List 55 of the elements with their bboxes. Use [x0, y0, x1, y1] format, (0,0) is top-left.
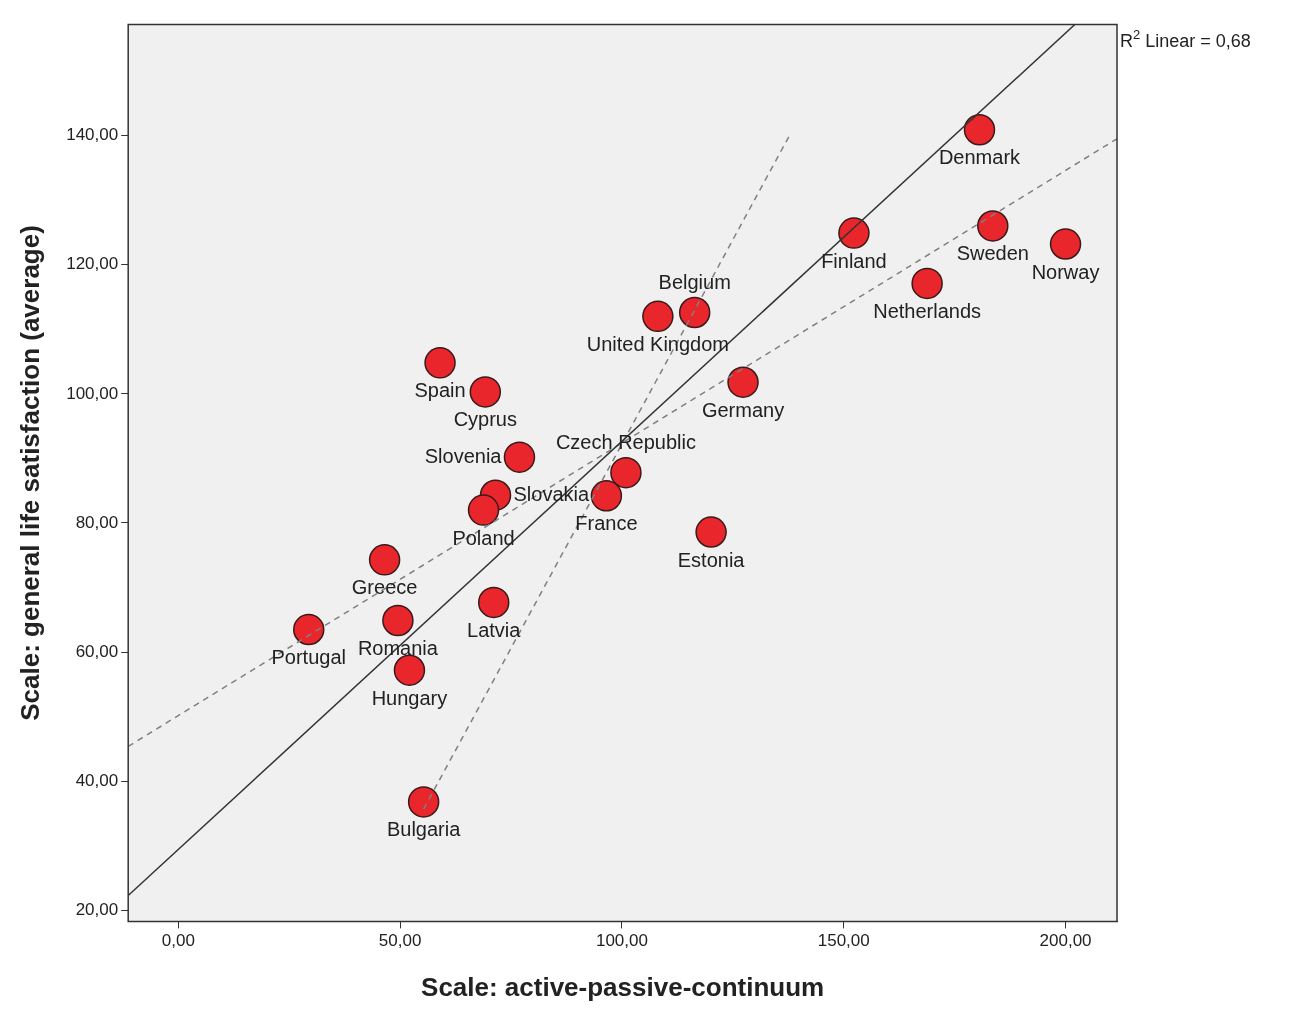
annotation: Finland [821, 249, 887, 272]
point [467, 494, 500, 526]
x-tick-label: 150,00 [817, 931, 870, 951]
annotation: Greece [351, 576, 418, 599]
y-tick-label: 80,00 [75, 512, 119, 532]
x-tick-label: 200,00 [1039, 931, 1092, 951]
annotation: Sweden [956, 242, 1029, 265]
annotation: Estonia [677, 548, 746, 571]
annotation: Hungary [371, 686, 448, 709]
annotation: Czech Republic [555, 431, 696, 454]
annotation: Poland [452, 526, 515, 549]
point [393, 654, 426, 686]
annotation: Cyprus [453, 408, 517, 431]
y-axis-title: Scale: general life satisfaction (average) [14, 225, 45, 721]
annotation: Denmark [938, 146, 1022, 169]
point [469, 376, 502, 408]
y-tick-label: 60,00 [75, 641, 119, 661]
point [1049, 228, 1082, 260]
annotation: France [575, 512, 638, 535]
y-tick-label: 140,00 [66, 125, 119, 145]
point [368, 544, 401, 576]
point [407, 786, 440, 818]
y-tick-label: 40,00 [75, 770, 119, 790]
point [642, 300, 674, 333]
x-tick-label: 0,00 [161, 931, 195, 951]
point [911, 267, 943, 300]
x-axis-title: Scale: active-passive-continuum [421, 971, 825, 1002]
y-tick-label: 120,00 [66, 254, 119, 274]
annotation: Slovenia [424, 444, 503, 467]
annotation: Netherlands [873, 299, 982, 322]
annotation: Spain [414, 379, 466, 402]
point [610, 456, 642, 489]
point [293, 613, 325, 646]
annotation: Belgium [658, 271, 731, 294]
point [695, 516, 727, 548]
point [382, 604, 414, 637]
y-tick-label: 20,00 [75, 900, 119, 920]
point [727, 366, 759, 398]
point [503, 441, 536, 473]
x-tick-label: 50,00 [378, 931, 422, 951]
annotation: Norway [1031, 260, 1100, 283]
point [977, 210, 1009, 242]
point [477, 586, 510, 619]
annotation: Latvia [467, 618, 522, 641]
point [963, 114, 996, 146]
annotation: United Kingdom [586, 332, 730, 355]
annotation: Bulgaria [386, 818, 462, 841]
y-tick-label: 100,00 [66, 383, 119, 403]
point [838, 217, 870, 249]
point [590, 480, 623, 512]
x-tick-label: 100,00 [595, 931, 648, 951]
annotation: Portugal [271, 646, 346, 669]
point [424, 347, 456, 379]
point [678, 296, 711, 329]
annotation: Germany [701, 398, 785, 421]
